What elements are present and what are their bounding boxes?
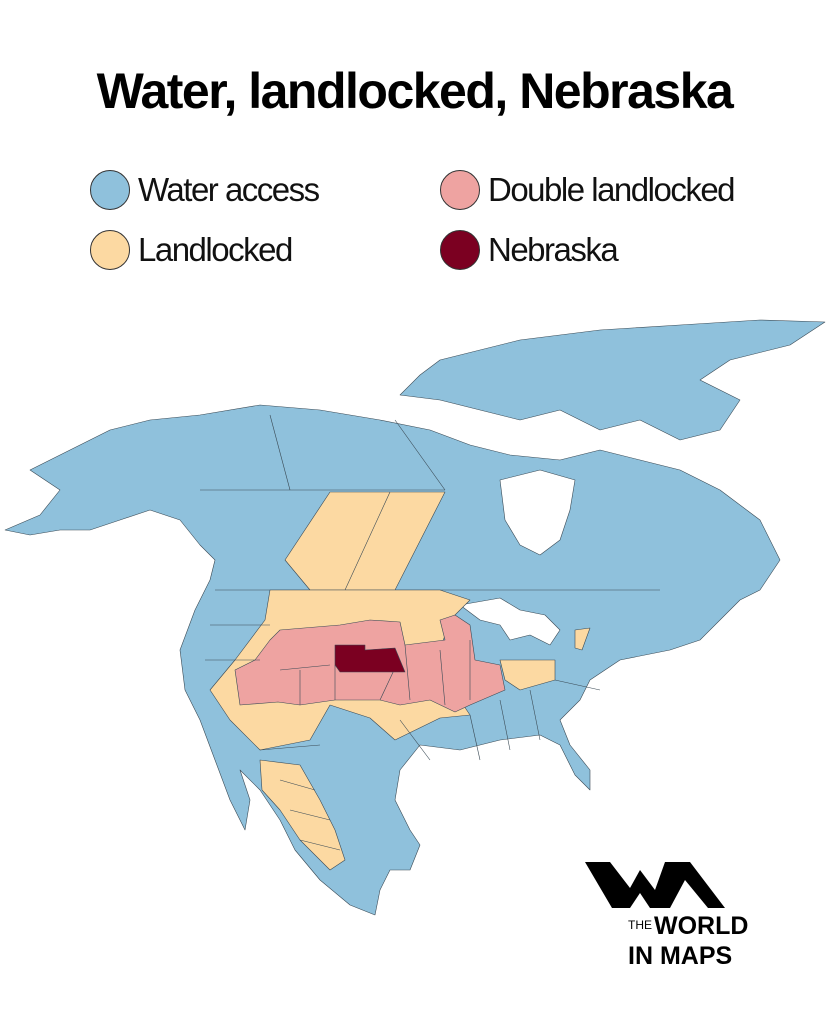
legend-label: Water access — [138, 171, 320, 208]
legend-label: Landlocked — [138, 231, 293, 268]
double-landlocked-swatch — [440, 170, 480, 210]
legend-item-double-landlocked: Double landlocked — [440, 170, 736, 210]
logo-the: THE — [628, 918, 652, 932]
landlocked-swatch — [90, 230, 130, 270]
region-landlocked — [499, 659, 556, 691]
water-access-swatch — [90, 170, 130, 210]
map-title: Water, landlocked, Nebraska — [96, 63, 734, 119]
world-in-maps-logo-text: THEWORLD IN MAPS — [628, 912, 748, 969]
arctic-islands — [399, 319, 826, 441]
region-nebraska — [334, 644, 406, 673]
legend-item-landlocked: Landlocked — [90, 230, 293, 270]
legend-label: Double landlocked — [488, 171, 736, 208]
hudson-bay — [499, 469, 576, 556]
legend-item-nebraska: Nebraska — [440, 230, 619, 270]
world-in-maps-logo-mark — [585, 862, 725, 908]
region-landlocked — [574, 627, 591, 651]
legend-item-water-access: Water access — [90, 170, 320, 210]
logo-world: WORLD — [654, 912, 749, 940]
great-lakes — [459, 597, 561, 646]
logo-in-maps: IN MAPS — [628, 942, 733, 970]
nebraska-swatch — [440, 230, 480, 270]
region-landlocked — [259, 759, 346, 871]
legend-label: Nebraska — [488, 231, 619, 268]
